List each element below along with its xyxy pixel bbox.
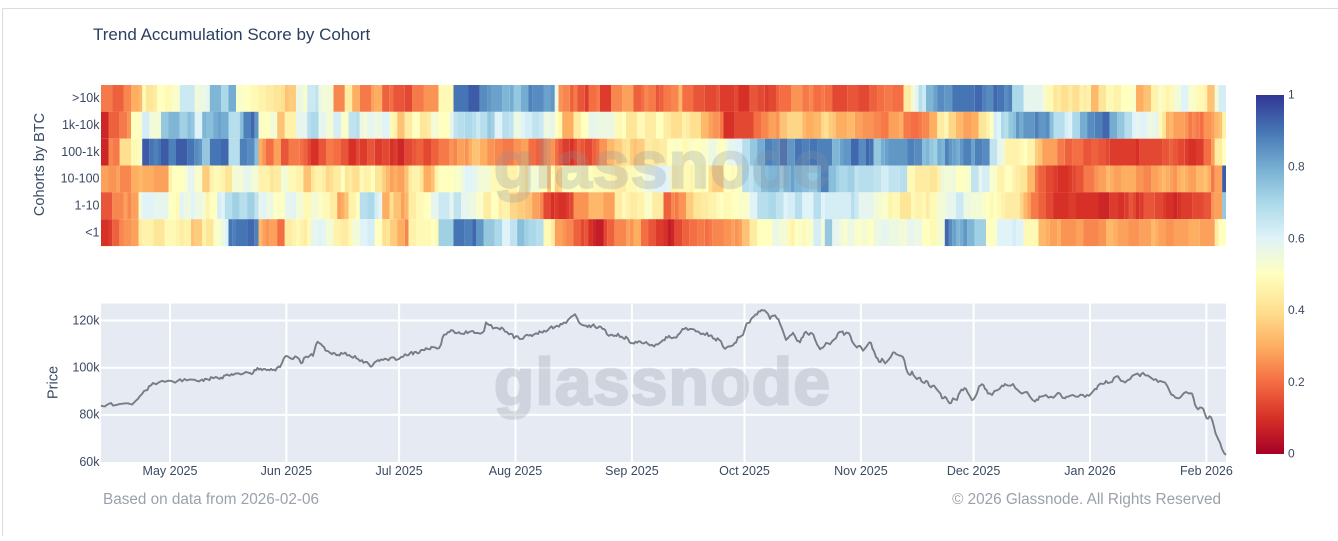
svg-text:Jun 2025: Jun 2025 (261, 464, 312, 478)
svg-text:0.4: 0.4 (1288, 303, 1305, 317)
svg-text:© 2026 Glassnode. All Rights R: © 2026 Glassnode. All Rights Reserved (952, 491, 1221, 508)
svg-text:1: 1 (1288, 88, 1295, 102)
svg-text:80k: 80k (79, 408, 100, 422)
svg-text:100-1k: 100-1k (61, 145, 100, 159)
svg-text:>10k: >10k (72, 91, 100, 105)
svg-text:<1: <1 (85, 225, 99, 239)
svg-text:Oct 2025: Oct 2025 (719, 464, 770, 478)
svg-text:120k: 120k (72, 313, 100, 327)
svg-text:May 2025: May 2025 (143, 464, 198, 478)
svg-text:Trend Accumulation Score by Co: Trend Accumulation Score by Cohort (93, 25, 370, 44)
svg-text:Price: Price (46, 366, 62, 399)
svg-text:Nov 2025: Nov 2025 (834, 464, 888, 478)
svg-text:0.2: 0.2 (1288, 375, 1305, 389)
svg-text:Sep 2025: Sep 2025 (605, 464, 659, 478)
svg-text:Jan 2026: Jan 2026 (1064, 464, 1115, 478)
svg-text:Based on data from 2026-02-06: Based on data from 2026-02-06 (103, 491, 319, 508)
svg-text:1-10: 1-10 (74, 198, 99, 212)
svg-text:1k-10k: 1k-10k (62, 118, 100, 132)
svg-text:Jul 2025: Jul 2025 (375, 464, 422, 478)
svg-text:glassnode: glassnode (494, 128, 831, 202)
svg-text:Feb 2026: Feb 2026 (1180, 464, 1233, 478)
svg-text:10-100: 10-100 (61, 172, 100, 186)
svg-text:Dec 2025: Dec 2025 (947, 464, 1001, 478)
svg-text:60k: 60k (79, 455, 100, 469)
svg-text:Aug 2025: Aug 2025 (489, 464, 543, 478)
svg-text:0.8: 0.8 (1288, 159, 1305, 173)
svg-text:0.6: 0.6 (1288, 231, 1305, 245)
svg-text:glassnode: glassnode (494, 345, 831, 419)
svg-text:Cohorts by BTC: Cohorts by BTC (32, 113, 48, 216)
svg-text:100k: 100k (72, 360, 100, 374)
svg-text:0: 0 (1288, 447, 1295, 461)
